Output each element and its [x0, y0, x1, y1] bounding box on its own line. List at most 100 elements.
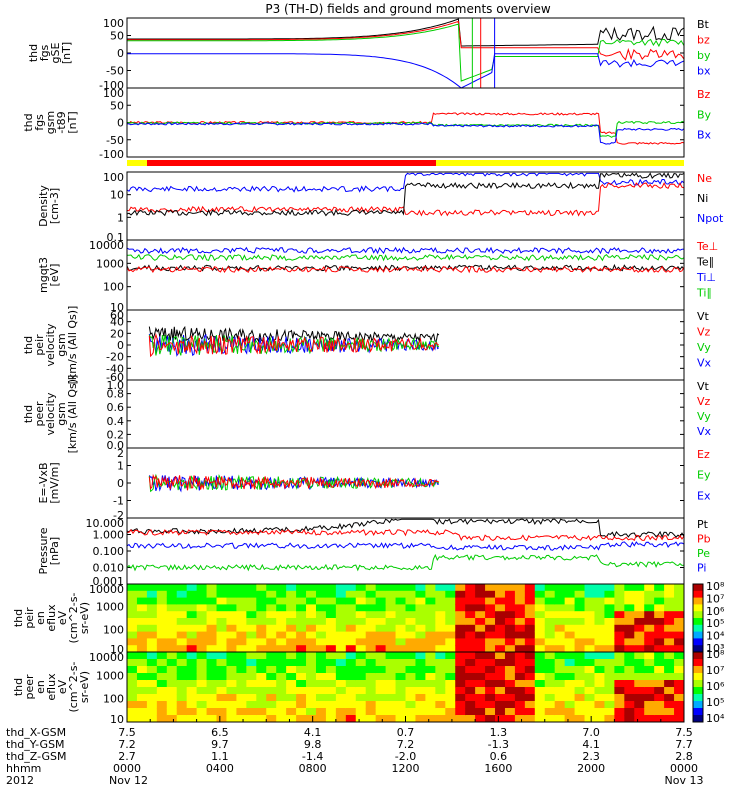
- panel-peer_spec-cell: [495, 694, 506, 702]
- panel-peer_spec-cell: [594, 687, 605, 695]
- panel-peer_spec-cell: [415, 673, 426, 681]
- panel-peer_spec-cell: [624, 673, 635, 681]
- panel-peer_spec-cell: [236, 694, 247, 702]
- panel-peir_spec-cell: [286, 611, 297, 619]
- panel-peir_spec-cell: [514, 618, 526, 626]
- panel-peer_spec-cell: [445, 708, 456, 716]
- panel-peer_spec-ytick-label: 10000: [89, 651, 124, 664]
- panel-peer_spec-cell: [674, 701, 685, 709]
- panel-peir_spec-cell: [674, 638, 685, 646]
- panel-peir_spec-cell: [385, 631, 397, 639]
- panel-peir_spec-cell: [355, 645, 367, 653]
- panel-temp-series-1: [126, 253, 685, 262]
- panel-peer_spec-cell: [375, 701, 387, 709]
- panel-peer_spec-cell: [186, 680, 198, 688]
- panel-peir_spec-cell: [385, 584, 397, 592]
- panel-peer_spec-cell: [345, 680, 357, 688]
- panel-pressure-frame: [126, 517, 685, 585]
- panel-peir_spec-cell: [654, 645, 665, 653]
- panel-peer_spec-cell: [395, 694, 406, 702]
- panel-peir_spec-cell: [166, 638, 178, 646]
- panel-peir_spec-cell: [604, 638, 615, 646]
- panel-peer_spec-cell: [345, 652, 357, 660]
- panel-peer_spec-cell: [256, 694, 267, 702]
- panel-peir_spec-cell: [345, 618, 357, 626]
- panel-peer_spec-cell: [524, 694, 536, 702]
- panel-peir_vel-ylabel: thd: [22, 336, 35, 354]
- panel-peer_spec-cell: [534, 715, 546, 723]
- panel-peir_spec-cell: [574, 645, 586, 653]
- panel-peer_spec-cell: [425, 694, 436, 702]
- panel-fgs_gsm-ylabel: gsm: [44, 111, 57, 134]
- panel-peir_spec-cell: [534, 638, 546, 646]
- panel-peer_spec-cell: [514, 708, 526, 716]
- panel-peir_spec-cell: [674, 590, 685, 599]
- panel-peir_spec-cell: [564, 624, 576, 633]
- panel-peer_spec-cell: [345, 673, 357, 681]
- panel-peir_spec-cell: [176, 584, 188, 592]
- panel-peer_spec-cell: [514, 673, 526, 681]
- panel-peer_spec-cell: [654, 673, 665, 681]
- panel-peer_spec-ylabel: sr-eV): [78, 671, 91, 703]
- panel-peer_spec-cell: [584, 659, 595, 667]
- panel-peir_spec-cell: [156, 604, 168, 612]
- panel-peir_spec-cell: [644, 624, 655, 633]
- panel-peir_spec-cell: [206, 631, 218, 639]
- panel-peer_spec-cell: [475, 701, 486, 709]
- panel-peir_spec-cell: [485, 645, 496, 653]
- panel-peir_spec-cell: [246, 590, 257, 599]
- panel-fgs_gse-ylabel: gSE: [49, 42, 62, 63]
- panel-density-series-1: [126, 182, 685, 217]
- panel-peer_spec-cell: [385, 680, 397, 688]
- panel-peir_spec-cell: [514, 611, 526, 619]
- panel-peer_spec-cell: [654, 680, 665, 688]
- panel-peer_spec-cell: [325, 715, 337, 723]
- panel-peir_spec-cell: [136, 631, 148, 639]
- panel-peir_spec-cell: [504, 624, 516, 633]
- panel-density-ytick-label: 0.1: [107, 231, 125, 244]
- panel-peir_spec-cell: [296, 624, 307, 633]
- panel-peer_spec-cell: [196, 694, 208, 702]
- panel-peir_spec-cell: [544, 611, 556, 619]
- ephem-value: 7.0: [582, 726, 600, 739]
- panel-peir_spec-cell: [206, 624, 218, 633]
- panel-temp-legend-3: Ti∥: [696, 287, 712, 300]
- panel-peir_spec-cell: [664, 645, 675, 653]
- panel-peir_spec-ylabel: thd: [12, 609, 25, 627]
- panel-peer_spec-cell: [524, 652, 536, 660]
- panel-peir_spec-cell: [445, 624, 456, 633]
- ephem-value: 2.7: [118, 750, 136, 763]
- panel-peer_spec-ylabel: eV: [56, 679, 69, 694]
- panel-peer_spec-cell: [425, 715, 436, 723]
- panel-peir_spec-cell: [534, 631, 546, 639]
- panel-peir_spec-cell: [405, 638, 416, 646]
- panel-peir_spec-cell: [156, 624, 168, 633]
- panel-peir_spec-cell: [395, 597, 406, 605]
- panel-peer_spec-cell: [256, 680, 267, 688]
- panel-peir_spec-cell: [445, 618, 456, 626]
- panel-peer_spec-cell: [276, 687, 287, 695]
- panel-peir_spec-ytick-label: 10000: [89, 583, 124, 596]
- panel-peir_spec-cell: [554, 611, 566, 619]
- panel-peer_spec-cell: [415, 652, 426, 660]
- panel-peir_spec-cell: [276, 624, 287, 633]
- panel-peir_spec-cell: [236, 645, 247, 653]
- panel-peir_spec-cell: [136, 638, 148, 646]
- panel-peir_spec-cell: [365, 618, 377, 626]
- panel-peer_spec-cell: [504, 680, 516, 688]
- panel-peer_spec-colorbar-label: 10⁴: [706, 712, 725, 725]
- panel-peir_spec-cell: [644, 618, 655, 626]
- panel-peir_spec-cell: [614, 631, 625, 639]
- panel-peer_spec-ytick-label: 10: [110, 713, 124, 726]
- panel-peer_spec-cell: [355, 652, 367, 660]
- panel-peir_spec-cell: [634, 624, 645, 633]
- panel-peir_spec-cell: [306, 597, 317, 605]
- panel-peir_spec-cell: [435, 597, 446, 605]
- panel-peer_spec-cell: [495, 659, 506, 667]
- panel-peir_spec-ytick-label: 10: [110, 643, 124, 656]
- panel-peer_spec-cell: [176, 666, 188, 674]
- panel-peer_spec-cell: [226, 680, 237, 688]
- panel-peer_spec-cell: [236, 715, 247, 723]
- panel-peer_spec-cell: [335, 701, 347, 709]
